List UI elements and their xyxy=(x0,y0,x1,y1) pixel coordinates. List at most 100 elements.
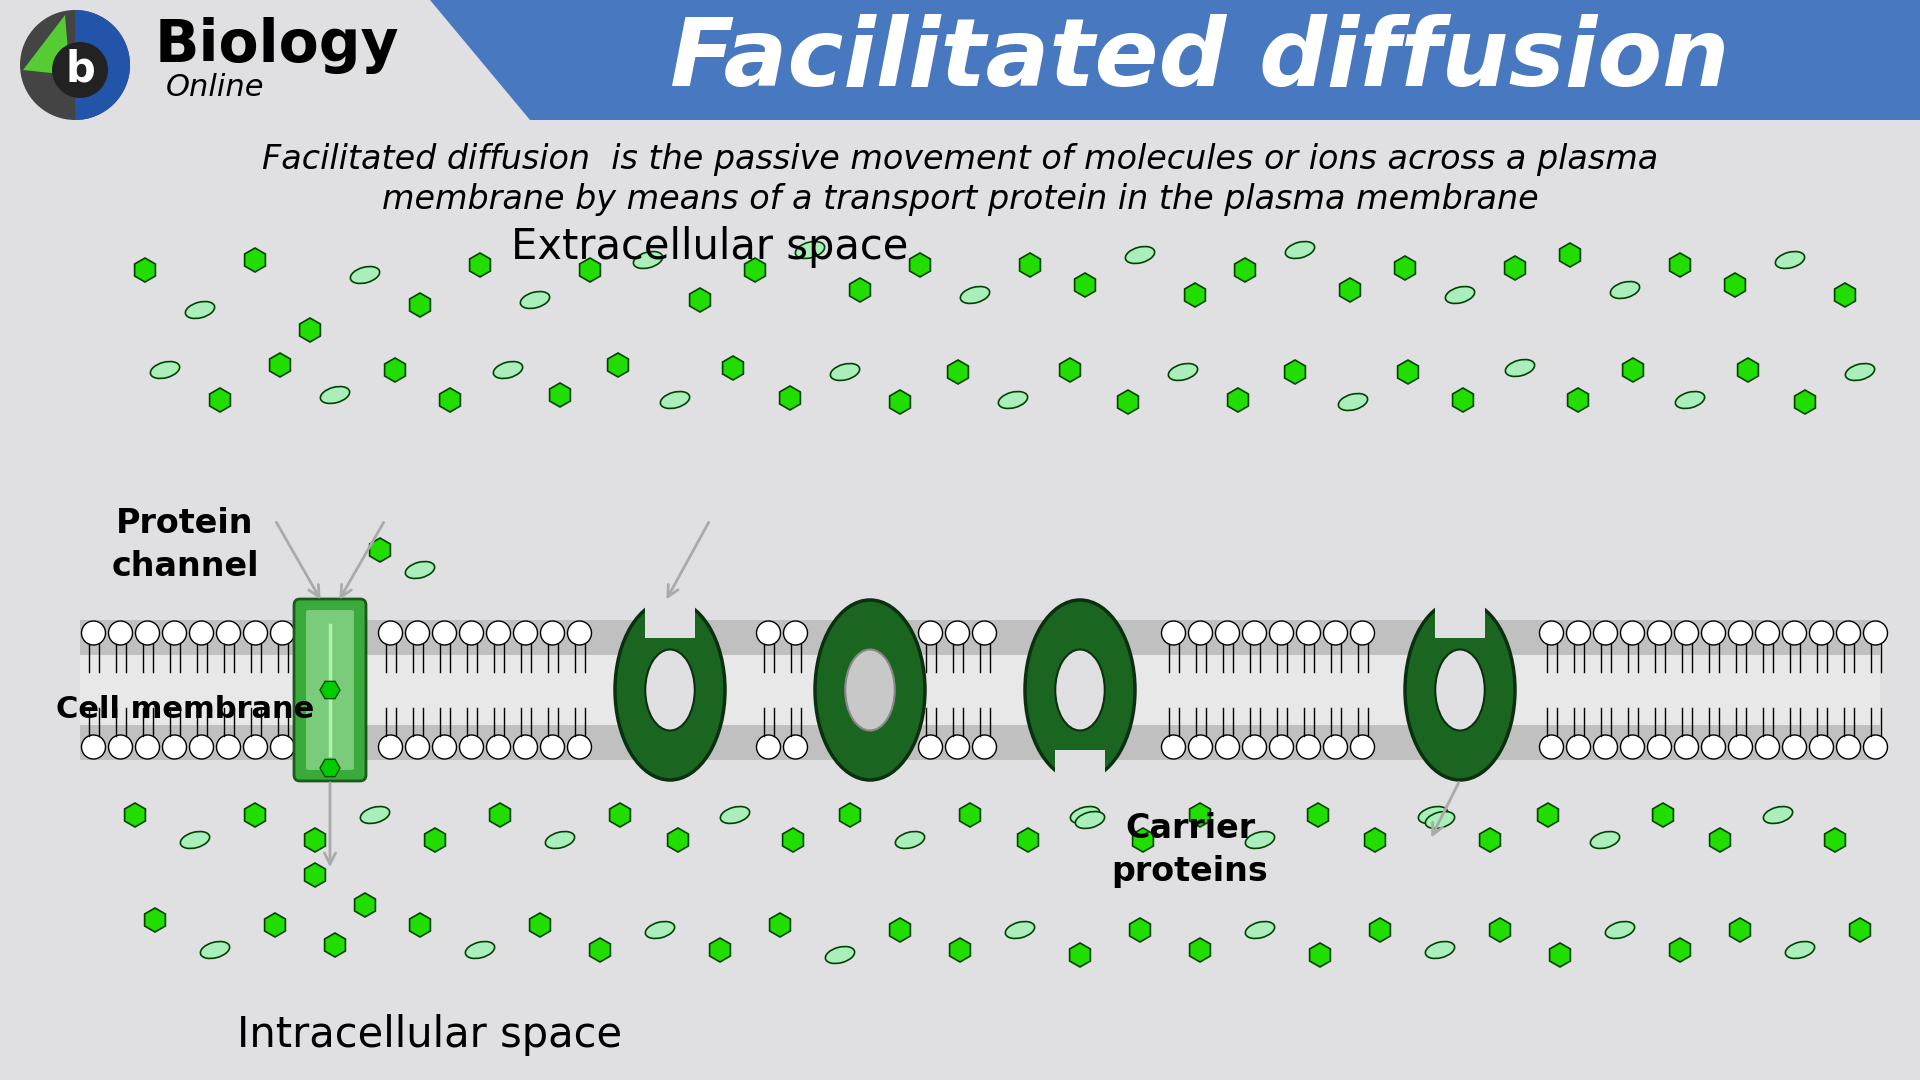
Text: Facilitated diffusion: Facilitated diffusion xyxy=(670,14,1730,106)
Circle shape xyxy=(1837,621,1860,645)
Polygon shape xyxy=(1018,828,1039,852)
Polygon shape xyxy=(440,388,461,411)
Ellipse shape xyxy=(614,600,726,780)
Circle shape xyxy=(1809,735,1834,759)
Polygon shape xyxy=(324,933,346,957)
Circle shape xyxy=(190,621,213,645)
Circle shape xyxy=(1540,621,1563,645)
Polygon shape xyxy=(839,804,860,827)
Polygon shape xyxy=(1133,828,1154,852)
Polygon shape xyxy=(125,804,146,827)
Circle shape xyxy=(1728,621,1753,645)
Circle shape xyxy=(1782,621,1807,645)
Ellipse shape xyxy=(998,392,1027,408)
Polygon shape xyxy=(430,0,1920,120)
Polygon shape xyxy=(1738,357,1759,382)
Circle shape xyxy=(217,735,240,759)
Circle shape xyxy=(1188,735,1213,759)
Ellipse shape xyxy=(660,392,689,408)
Polygon shape xyxy=(1235,258,1256,282)
Circle shape xyxy=(568,621,591,645)
Ellipse shape xyxy=(465,942,495,958)
Ellipse shape xyxy=(1425,942,1455,958)
Circle shape xyxy=(1782,735,1807,759)
Circle shape xyxy=(783,735,808,759)
Circle shape xyxy=(1620,621,1645,645)
Polygon shape xyxy=(1836,283,1855,307)
Polygon shape xyxy=(305,863,324,887)
Polygon shape xyxy=(780,386,801,410)
Circle shape xyxy=(1620,735,1645,759)
Circle shape xyxy=(918,735,943,759)
Circle shape xyxy=(783,621,808,645)
Circle shape xyxy=(217,621,240,645)
Circle shape xyxy=(1647,735,1672,759)
Circle shape xyxy=(271,621,294,645)
Ellipse shape xyxy=(520,292,549,309)
Circle shape xyxy=(109,735,132,759)
Polygon shape xyxy=(470,253,490,276)
Polygon shape xyxy=(1795,390,1816,414)
Circle shape xyxy=(1188,621,1213,645)
Circle shape xyxy=(1594,735,1617,759)
Circle shape xyxy=(945,735,970,759)
Circle shape xyxy=(432,735,457,759)
Text: Facilitated diffusion  is the passive movement of molecules or ions across a pla: Facilitated diffusion is the passive mov… xyxy=(261,144,1659,176)
Circle shape xyxy=(190,735,213,759)
Ellipse shape xyxy=(150,362,180,378)
Polygon shape xyxy=(580,258,601,282)
Ellipse shape xyxy=(720,807,749,823)
Ellipse shape xyxy=(1611,282,1640,298)
Polygon shape xyxy=(770,913,791,937)
Polygon shape xyxy=(1340,278,1361,302)
Circle shape xyxy=(52,42,108,98)
Polygon shape xyxy=(530,913,551,937)
Circle shape xyxy=(1215,621,1240,645)
Circle shape xyxy=(1864,735,1887,759)
Polygon shape xyxy=(1185,283,1206,307)
Polygon shape xyxy=(851,278,870,302)
Circle shape xyxy=(541,735,564,759)
Bar xyxy=(1434,579,1484,638)
Polygon shape xyxy=(1190,804,1210,827)
Bar xyxy=(81,620,1880,760)
Polygon shape xyxy=(745,258,766,282)
Polygon shape xyxy=(1622,357,1644,382)
Polygon shape xyxy=(607,353,628,377)
Circle shape xyxy=(1701,621,1726,645)
Circle shape xyxy=(1296,621,1321,645)
Polygon shape xyxy=(1549,943,1571,967)
Ellipse shape xyxy=(1446,286,1475,303)
Polygon shape xyxy=(1060,357,1081,382)
Circle shape xyxy=(513,621,538,645)
Ellipse shape xyxy=(1776,252,1805,269)
Circle shape xyxy=(244,735,267,759)
Polygon shape xyxy=(269,353,290,377)
Polygon shape xyxy=(1724,273,1745,297)
Polygon shape xyxy=(960,804,981,827)
Ellipse shape xyxy=(829,364,860,380)
Polygon shape xyxy=(783,828,803,852)
Circle shape xyxy=(1674,621,1699,645)
Polygon shape xyxy=(910,253,931,276)
Ellipse shape xyxy=(1069,807,1100,823)
Circle shape xyxy=(244,621,267,645)
Text: Biology: Biology xyxy=(156,16,399,73)
Bar xyxy=(645,579,695,638)
Text: Protein
channel: Protein channel xyxy=(111,507,259,583)
Polygon shape xyxy=(889,390,910,414)
Polygon shape xyxy=(1284,360,1306,384)
Ellipse shape xyxy=(960,286,989,303)
Ellipse shape xyxy=(1590,832,1620,849)
Polygon shape xyxy=(1308,804,1329,827)
Ellipse shape xyxy=(1676,392,1705,408)
Circle shape xyxy=(1594,621,1617,645)
Ellipse shape xyxy=(1075,811,1104,828)
Circle shape xyxy=(1350,621,1375,645)
Text: membrane by means of a transport protein in the plasma membrane: membrane by means of a transport protein… xyxy=(382,184,1538,216)
Ellipse shape xyxy=(895,832,925,849)
Circle shape xyxy=(973,621,996,645)
Ellipse shape xyxy=(1605,921,1634,939)
Polygon shape xyxy=(668,828,689,852)
Circle shape xyxy=(1350,735,1375,759)
